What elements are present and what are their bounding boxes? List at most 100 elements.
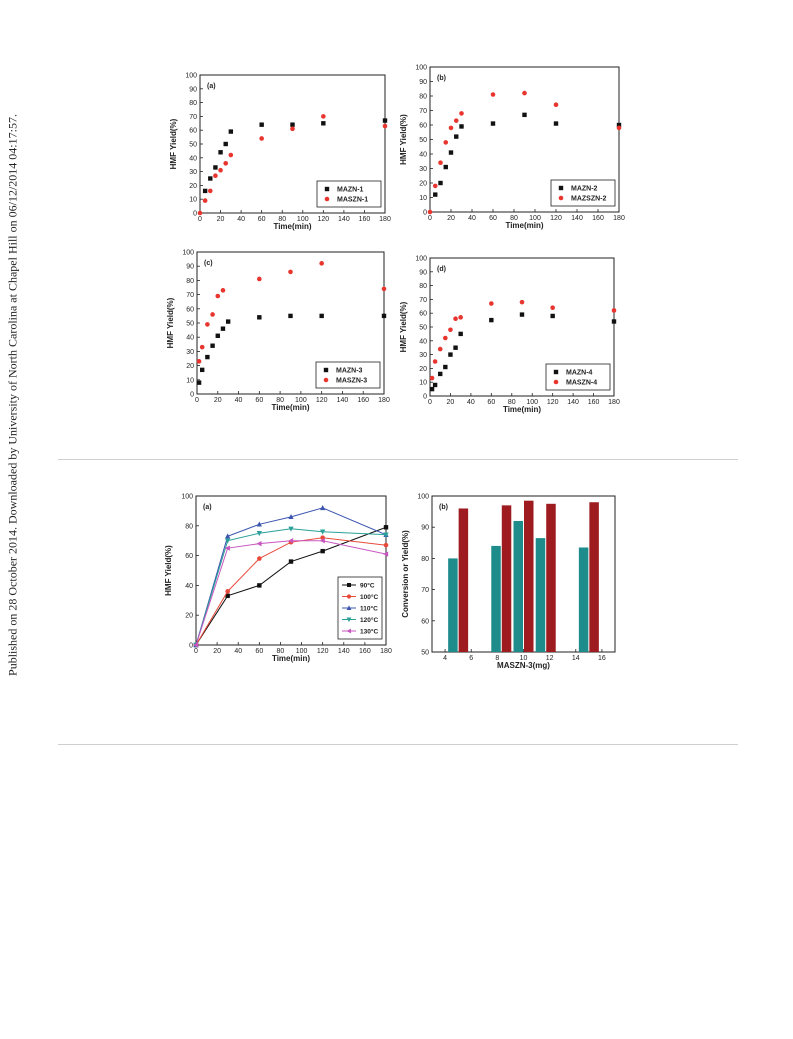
- bar: [546, 503, 556, 652]
- data-point: [288, 526, 294, 532]
- y-axis-title: HMF Yield(%): [169, 118, 178, 169]
- data-point: [433, 192, 438, 197]
- x-tick-label: 60: [258, 216, 266, 223]
- x-tick-label: 16: [598, 655, 606, 662]
- y-axis-title: HMF Yield(%): [399, 114, 408, 165]
- data-point: [213, 173, 218, 179]
- data-point: [257, 556, 262, 561]
- y-tick-label: 100: [181, 493, 193, 500]
- bar: [491, 545, 501, 652]
- data-point: [202, 198, 208, 203]
- data-point: [448, 327, 453, 333]
- data-point: [320, 529, 326, 535]
- x-tick-label: 20: [214, 397, 222, 404]
- legend-label: 110°C: [360, 605, 378, 613]
- data-point: [215, 333, 220, 338]
- legend-marker: [558, 185, 564, 191]
- x-tick-label: 40: [235, 397, 243, 404]
- x-tick-label: 20: [447, 215, 455, 222]
- x-tick-label: 160: [592, 215, 604, 222]
- series-line: [195, 507, 387, 646]
- legend-box: [550, 179, 616, 207]
- legend-box: [315, 361, 381, 389]
- y-tick-label: 50: [421, 649, 429, 656]
- y-tick-label: 20: [189, 183, 197, 190]
- x-tick-label: 0: [428, 399, 432, 406]
- legend-label: MASZN-4: [566, 380, 597, 387]
- x-tick-label: 10: [520, 655, 528, 662]
- series-maszn-1: [197, 114, 388, 216]
- y-tick-label: 100: [415, 64, 427, 71]
- x-tick-label: 120: [317, 648, 329, 655]
- y-tick-label: 20: [419, 180, 427, 187]
- data-point: [223, 161, 229, 166]
- data-point: [288, 269, 293, 275]
- data-point: [427, 209, 433, 215]
- y-tick-label: 60: [419, 311, 427, 318]
- data-point: [453, 316, 458, 322]
- x-tick-label: 120: [547, 399, 559, 406]
- data-point: [382, 123, 388, 129]
- data-point: [383, 542, 389, 548]
- series-mazszn-2: [427, 90, 622, 215]
- data-point: [383, 551, 389, 557]
- y-tick-label: 30: [419, 166, 427, 173]
- x-tick-label: 40: [237, 216, 245, 223]
- data-point: [199, 344, 205, 350]
- x-tick-label: 6: [469, 655, 473, 662]
- data-point: [381, 313, 387, 319]
- panel-label: (c): [204, 260, 213, 267]
- data-point: [432, 382, 438, 388]
- y-tick-label: 0: [190, 391, 194, 398]
- data-point: [321, 114, 326, 119]
- panel-label: (a): [203, 504, 212, 511]
- legend-marker: [324, 196, 330, 202]
- legend-marker: [553, 369, 559, 375]
- data-point: [453, 345, 458, 350]
- series-110c: [193, 505, 389, 648]
- bar: [513, 520, 523, 652]
- y-tick-label: 30: [189, 169, 197, 176]
- data-point: [319, 538, 325, 544]
- legend-label: MAZN-1: [337, 187, 364, 194]
- bar: [578, 547, 589, 652]
- x-tick-label: 140: [571, 215, 583, 222]
- data-point: [259, 136, 264, 141]
- x-tick-label: 40: [234, 648, 242, 655]
- x-tick-label: 20: [447, 399, 455, 406]
- series-mazn-1: [202, 118, 388, 194]
- legend-label: MAZN-4: [566, 370, 593, 377]
- y-tick-label: 10: [419, 195, 427, 202]
- legend-marker: [346, 628, 351, 634]
- series-mazn-4: [429, 312, 617, 392]
- data-point: [225, 589, 230, 594]
- y-tick-label: 40: [189, 155, 197, 162]
- x-axis-title: Time(min): [505, 221, 543, 230]
- series-mazn-3: [196, 313, 387, 385]
- legend-marker: [324, 186, 330, 192]
- data-point: [210, 312, 215, 317]
- data-point: [225, 319, 231, 324]
- data-point: [290, 126, 295, 132]
- data-point: [205, 354, 210, 360]
- data-point: [490, 121, 496, 126]
- x-tick-label: 80: [276, 397, 284, 404]
- data-point: [489, 317, 494, 323]
- x-tick-label: 60: [489, 215, 497, 222]
- data-point: [522, 90, 527, 96]
- data-point: [288, 559, 294, 564]
- x-tick-label: 140: [338, 216, 350, 223]
- x-tick-label: 12: [546, 655, 554, 662]
- y-tick-label: 0: [193, 210, 197, 217]
- legend-label: 120°C: [360, 616, 378, 624]
- data-point: [196, 380, 202, 385]
- y-tick-label: 60: [189, 128, 197, 135]
- data-point: [220, 326, 226, 331]
- data-point: [437, 346, 443, 352]
- y-tick-label: 40: [419, 338, 427, 345]
- x-tick-label: 100: [295, 397, 307, 404]
- legend-label: MAZSZN-2: [571, 196, 606, 203]
- data-point: [319, 313, 324, 319]
- y-tick-label: 100: [182, 249, 194, 256]
